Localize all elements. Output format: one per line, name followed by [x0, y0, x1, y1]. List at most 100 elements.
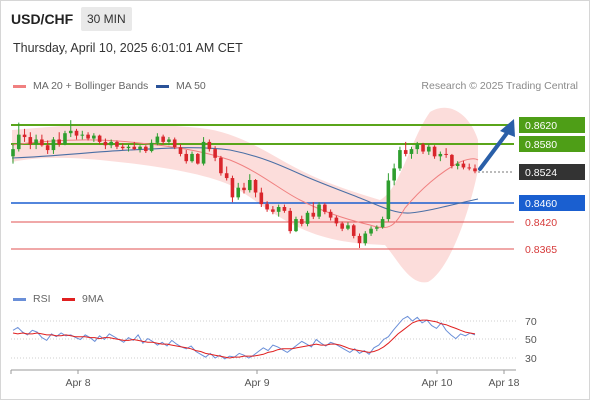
candle-body	[92, 135, 96, 139]
candle-body	[369, 228, 373, 234]
candle-body	[236, 187, 241, 198]
candle-body	[265, 204, 269, 210]
candle-body	[28, 137, 33, 145]
candle-body	[230, 178, 235, 198]
candle-body	[144, 146, 148, 152]
candle-body	[213, 149, 217, 158]
candle-body	[427, 146, 431, 152]
candle-body	[196, 153, 200, 164]
candle-body	[467, 167, 472, 169]
candle-body	[51, 139, 56, 151]
candle-body	[126, 146, 131, 149]
candle-body	[16, 134, 21, 150]
level-tag-8365: 0.8365	[525, 244, 557, 256]
timeframe-button[interactable]: 30 MIN	[81, 7, 132, 31]
candle-body	[305, 212, 310, 224]
legend-rsi-ma-label: 9MA	[82, 293, 104, 305]
candle-body	[45, 145, 50, 151]
candle-body	[115, 141, 119, 147]
rsi-label-50: 50	[525, 334, 537, 346]
candle-body	[63, 133, 67, 145]
candle-body	[155, 136, 160, 143]
candle-body	[138, 146, 142, 150]
candle-body	[294, 219, 298, 232]
candle-body	[409, 149, 414, 154]
candle-body	[438, 153, 443, 157]
candle-body	[219, 157, 223, 174]
forecast-arrow-shaft	[478, 131, 509, 171]
forecast-arrow-icon	[500, 119, 515, 137]
candle-body	[363, 233, 368, 244]
candle-body	[346, 225, 350, 229]
candle-body	[74, 130, 79, 136]
symbol-title: USD/CHF	[11, 11, 74, 27]
candle-body	[201, 141, 206, 164]
candle-body	[392, 168, 396, 181]
x-label-apr10: Apr 10	[422, 377, 453, 389]
candle-body	[357, 235, 362, 244]
candle-body	[351, 225, 356, 236]
current-price-tag: 0.8524	[519, 164, 585, 180]
level-tag-8620: 0.8620	[519, 117, 585, 133]
candle-body	[259, 192, 264, 205]
candle-body	[398, 150, 402, 169]
candle-body	[317, 204, 321, 217]
candle-body	[271, 209, 275, 212]
rsi-line	[12, 315, 476, 360]
rsi-label-30: 30	[525, 353, 537, 365]
candle-body	[120, 146, 125, 149]
candle-body	[190, 153, 194, 162]
candle-body	[375, 227, 379, 229]
legend-ma50: MA 50	[156, 80, 206, 92]
candle-body	[473, 168, 477, 172]
x-label-apr8: Apr 8	[65, 377, 90, 389]
candle-body	[461, 163, 466, 168]
rsi-swatch-icon	[13, 297, 26, 301]
candle-body	[167, 139, 171, 142]
ma20-line	[11, 139, 479, 229]
candle-body	[444, 153, 448, 155]
candle-body	[22, 134, 27, 138]
level-tag-8420: 0.8420	[525, 217, 557, 229]
candle-body	[328, 211, 333, 218]
candle-body	[184, 153, 189, 162]
candle-body	[415, 144, 420, 150]
copyright-text: Research © 2025 Trading Central	[421, 80, 578, 92]
candle-body	[57, 139, 61, 145]
candle-body	[40, 139, 44, 146]
candle-body	[288, 210, 292, 232]
candle-body	[207, 141, 212, 150]
level-tag-text: 0.8524	[525, 167, 557, 179]
candle-body	[80, 134, 85, 136]
candle-body	[323, 204, 327, 212]
legend-ma50-label: MA 50	[176, 80, 206, 92]
candle-body	[334, 217, 339, 224]
candle-body	[276, 207, 281, 212]
legend-rsi-ma: 9MA	[62, 293, 104, 305]
candle-body	[340, 223, 344, 229]
candle-body	[172, 139, 177, 148]
candle-body	[311, 212, 316, 217]
candle-body	[421, 144, 425, 152]
candle-body	[68, 130, 73, 134]
level-tag-8580: 0.8580	[519, 136, 585, 152]
candle-body	[282, 207, 287, 211]
ma20-swatch-icon	[13, 84, 26, 88]
rsi-label-70: 70	[525, 316, 537, 328]
candle-body	[247, 179, 252, 191]
candle-body	[178, 147, 183, 154]
candle-body	[34, 139, 38, 145]
candle-body	[161, 136, 165, 142]
candle-body	[299, 219, 304, 224]
candle-body	[450, 154, 454, 166]
level-tag-text: 0.8580	[525, 139, 557, 151]
x-label-apr18: Apr 18	[489, 377, 520, 389]
ma50-line	[11, 147, 479, 214]
legend-rsi-label: RSI	[33, 293, 51, 305]
candle-body	[109, 141, 113, 146]
candle-body	[380, 219, 385, 228]
ma50-swatch-icon	[156, 84, 169, 88]
x-label-apr9: Apr 9	[244, 377, 269, 389]
candle-body	[149, 142, 154, 152]
